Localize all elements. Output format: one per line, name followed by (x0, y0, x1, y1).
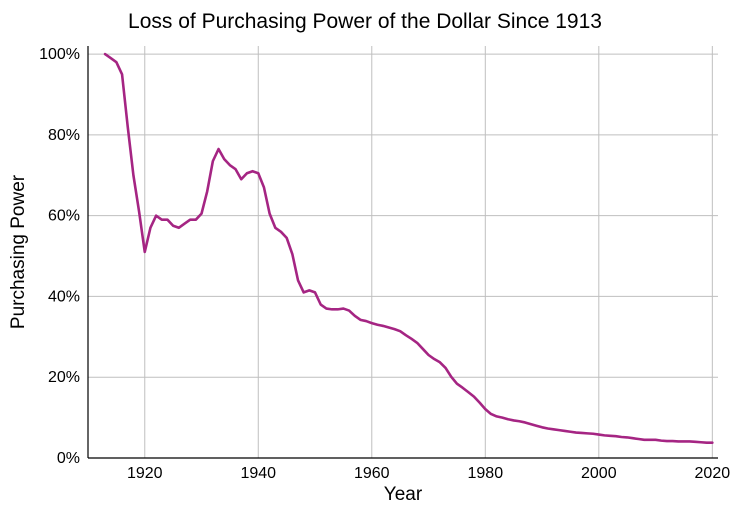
chart-title: Loss of Purchasing Power of the Dollar S… (128, 10, 602, 33)
y-tick-label: 60% (48, 208, 80, 225)
x-tick-label: 1980 (468, 465, 504, 482)
chart-svg: Loss of Purchasing Power of the Dollar S… (0, 0, 731, 509)
y-tick-label: 100% (39, 46, 80, 63)
x-axis-label: Year (384, 484, 423, 505)
y-axis-label: Purchasing Power (8, 174, 29, 329)
x-tick-label: 1920 (127, 465, 163, 482)
y-tick-label: 0% (57, 450, 80, 467)
x-tick-label: 1940 (240, 465, 276, 482)
y-tick-label: 80% (48, 127, 80, 144)
purchasing-power-chart: Loss of Purchasing Power of the Dollar S… (0, 0, 731, 509)
chart-background (0, 0, 731, 509)
x-tick-label: 1960 (354, 465, 390, 482)
x-tick-label: 2020 (695, 465, 731, 482)
y-tick-label: 20% (48, 369, 80, 386)
x-tick-label: 2000 (581, 465, 617, 482)
y-tick-label: 40% (48, 288, 80, 305)
